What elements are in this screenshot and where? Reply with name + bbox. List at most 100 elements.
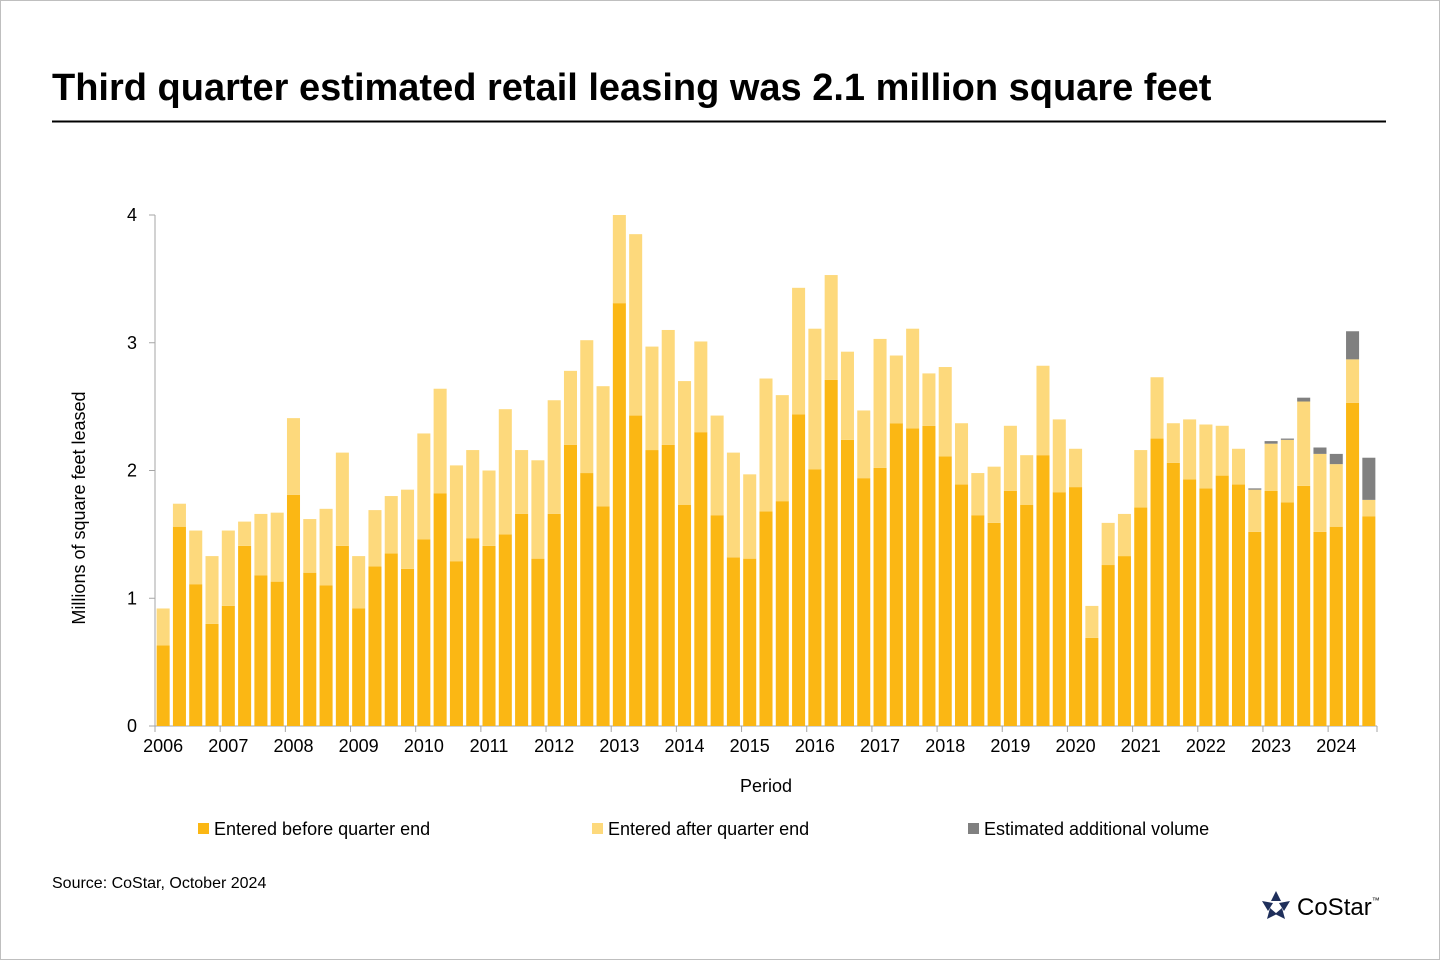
y-tick-label: 4 xyxy=(127,205,137,225)
bar-segment xyxy=(759,511,773,726)
bar-segment xyxy=(156,608,170,646)
bar-segment xyxy=(824,379,838,726)
bar-segment xyxy=(824,275,838,380)
bar-segment xyxy=(596,386,610,507)
x-tick-label: 2011 xyxy=(470,736,509,756)
bar-segment xyxy=(1020,455,1034,505)
bar-segment xyxy=(401,489,415,569)
bar-segment xyxy=(319,585,333,726)
bar-segment xyxy=(238,545,252,726)
bar-segment xyxy=(726,452,740,558)
bar-segment xyxy=(1362,516,1376,726)
bar-segment xyxy=(1231,484,1246,726)
x-tick-label: 2012 xyxy=(534,736,574,756)
bar-segment xyxy=(1085,637,1099,726)
bar-segment xyxy=(384,553,398,726)
bar-segment xyxy=(922,373,936,426)
bar-segment xyxy=(1003,490,1017,726)
bar-segment xyxy=(955,484,969,726)
bar-segment xyxy=(352,608,366,726)
bar-segment xyxy=(1166,423,1180,463)
bar-segment xyxy=(1101,522,1115,566)
bar-segment xyxy=(1150,377,1164,439)
logo-icon xyxy=(1262,891,1290,919)
bar-segment xyxy=(873,338,887,468)
logo-trademark: ™ xyxy=(1372,896,1380,905)
bar-segment xyxy=(1183,419,1197,480)
x-tick-label: 2007 xyxy=(208,736,248,756)
bar-segment xyxy=(352,556,366,609)
bar-segment xyxy=(808,328,822,470)
bar-segment xyxy=(661,444,675,726)
bar-segment xyxy=(1150,438,1164,726)
bar-segment xyxy=(955,423,969,485)
x-tick-label: 2021 xyxy=(1121,736,1161,756)
x-axis-label: Period xyxy=(740,776,792,796)
bar-segment xyxy=(612,215,626,304)
bar-segment xyxy=(531,558,545,726)
bar-segment xyxy=(1280,502,1294,726)
bar-segment xyxy=(1199,488,1213,726)
bar-segment xyxy=(808,469,822,726)
bar-segment xyxy=(498,534,512,726)
bar-segment xyxy=(417,539,431,726)
bar-segment xyxy=(1313,453,1327,532)
bar-segment xyxy=(1346,402,1360,726)
bar-segment xyxy=(1215,425,1229,476)
bar-segment xyxy=(221,605,235,726)
bar-segment xyxy=(254,513,268,576)
bar-segment xyxy=(906,428,920,726)
bar-segment xyxy=(889,355,903,424)
bar-segment xyxy=(1329,453,1343,465)
legend-label: Estimated additional volume xyxy=(984,819,1209,839)
y-tick-label: 0 xyxy=(127,716,137,736)
bar-segment xyxy=(743,474,757,559)
legend-label: Entered after quarter end xyxy=(608,819,809,839)
bar-segment xyxy=(238,521,252,546)
bar-segment xyxy=(1248,488,1262,490)
bar-segment xyxy=(661,329,675,445)
source: Source: CoStar, October 2024 xyxy=(52,875,266,892)
x-tick-label: 2023 xyxy=(1251,736,1291,756)
bar-segment xyxy=(335,545,349,726)
bar-segment xyxy=(449,465,463,562)
bar-segment xyxy=(401,568,415,726)
bar-segment xyxy=(694,432,708,726)
logo-word: CoStar xyxy=(1297,894,1372,921)
bar-segment xyxy=(1231,448,1246,485)
bar-segment xyxy=(1264,441,1278,444)
bar-segment xyxy=(694,341,708,433)
bar-segment xyxy=(1297,397,1311,402)
bar-segment xyxy=(743,558,757,726)
x-tick-label: 2008 xyxy=(273,736,313,756)
x-tick-label: 2019 xyxy=(990,736,1030,756)
bar-segment xyxy=(433,388,447,494)
bar-segment xyxy=(1003,425,1017,491)
bar-segment xyxy=(531,460,545,559)
x-tick-label: 2020 xyxy=(1056,736,1096,756)
bar-segment xyxy=(189,584,203,726)
x-tick-label: 2009 xyxy=(339,736,379,756)
bar-segment xyxy=(563,370,577,445)
bar-segment xyxy=(1183,479,1197,726)
x-tick-label: 2013 xyxy=(599,736,639,756)
bar-segment xyxy=(906,328,920,429)
bar-segment xyxy=(629,234,643,416)
x-tick-label: 2006 xyxy=(143,736,183,756)
bar-segment xyxy=(678,504,692,726)
bar-segment xyxy=(1280,439,1294,503)
bar-segment xyxy=(368,566,382,726)
bar-segment xyxy=(840,439,854,726)
logo: CoStar™ xyxy=(1262,891,1380,921)
bar-segment xyxy=(1362,499,1376,517)
bar-segment xyxy=(889,423,903,726)
bar-segment xyxy=(792,414,806,726)
y-tick-label: 1 xyxy=(127,588,137,608)
bar-segment xyxy=(205,623,219,726)
bar-segment xyxy=(286,418,301,495)
bar-segment xyxy=(547,400,561,514)
bar-segment xyxy=(857,410,871,479)
bar-segment xyxy=(971,473,985,516)
bar-segment xyxy=(775,501,789,726)
